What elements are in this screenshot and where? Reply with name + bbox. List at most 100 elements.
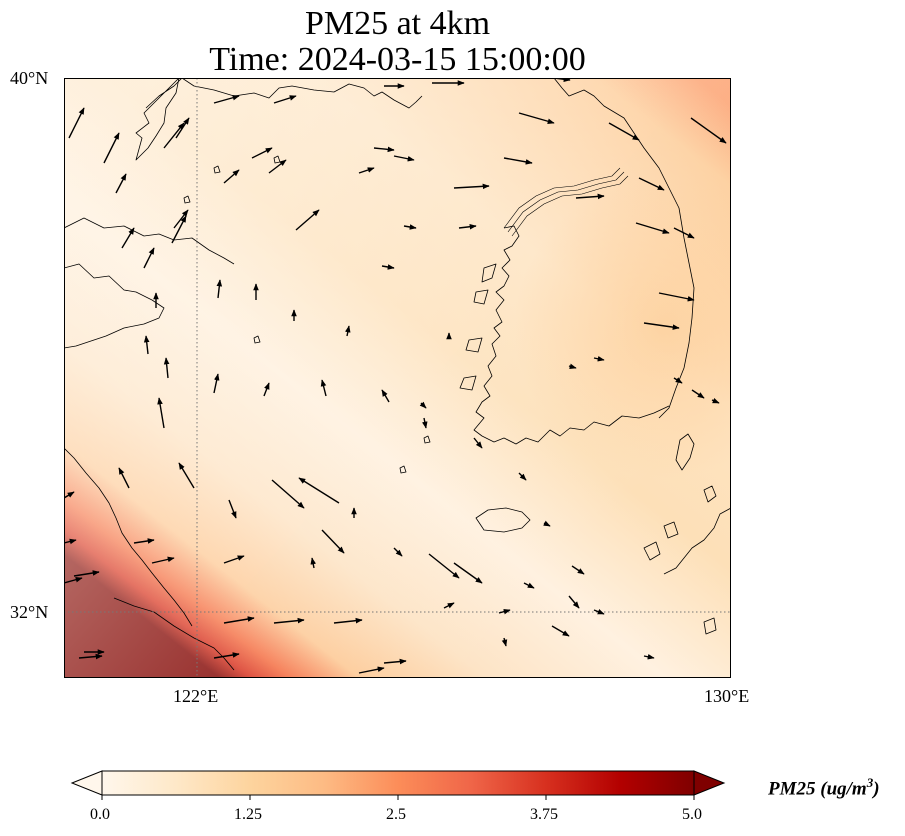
wind-vector-arrow	[223, 616, 255, 624]
wind-vector-arrow	[658, 292, 695, 302]
wind-vector-arrow	[571, 565, 585, 575]
wind-vector-arrow	[543, 520, 551, 527]
wind-vector-arrow	[273, 617, 305, 624]
wind-vector-arrow	[273, 95, 297, 104]
wind-vector-arrow	[298, 477, 340, 504]
map-title-line1: PM25 at 4km	[304, 5, 491, 42]
wind-vector-arrow	[263, 382, 270, 397]
wind-vector-arrow	[163, 122, 185, 149]
wind-vector-arrow	[643, 322, 680, 330]
wind-vector-arrow	[223, 555, 245, 564]
wind-vector-arrow	[121, 227, 135, 249]
wind-vector-arrow	[568, 363, 577, 369]
wind-vector-arrow	[498, 608, 511, 615]
wind-vector-arrow	[78, 653, 103, 660]
wind-vector-arrow	[393, 155, 415, 162]
wind-vector-arrow	[635, 222, 670, 234]
wind-vector-arrow	[320, 379, 327, 397]
map-frame	[64, 78, 731, 678]
lat-tick-32n: 32°N	[10, 602, 49, 622]
colorbar-max-extend	[693, 770, 726, 796]
lat-tick-40n: 40°N	[10, 68, 49, 88]
wind-vector-arrow	[157, 397, 165, 429]
wind-vector-arrow	[393, 547, 403, 557]
wind-vector-arrow	[453, 562, 483, 584]
colorbar-label-text: PM25 (ug/m	[768, 778, 867, 800]
wind-vector-arrow	[443, 602, 455, 609]
wind-vector-arrow	[268, 159, 287, 174]
wind-vector-arrow	[673, 377, 683, 384]
wind-vector-arrow	[711, 397, 720, 404]
wind-vector-arrow	[518, 472, 527, 481]
wind-vector-arrow	[175, 117, 190, 139]
colorbar-label: PM25 (ug/m3)	[768, 775, 880, 800]
wind-vector-arrow	[373, 146, 395, 153]
wind-vector-arrow	[593, 356, 605, 362]
wind-vector-arrow	[310, 557, 316, 569]
wind-vector-arrow	[345, 325, 351, 337]
wind-vector-arrow	[673, 227, 695, 239]
wind-vector-arrow	[422, 417, 428, 429]
wind-vector-arrow	[213, 373, 220, 394]
wind-vector-arrow	[608, 122, 640, 141]
wind-vector-arrow	[103, 132, 120, 164]
wind-vector-arrow	[271, 479, 305, 509]
wind-vector-arrow	[358, 167, 375, 174]
wind-vector-arrow	[216, 279, 223, 299]
colorbar-tick-2: 2.5	[386, 806, 406, 823]
gridlines	[64, 78, 731, 678]
wind-vector-arrow	[133, 538, 155, 544]
wind-vector-arrow	[178, 462, 195, 489]
wind-vector-arrow	[501, 637, 508, 647]
wind-vector-arrow	[64, 576, 83, 584]
colorbar-tick-4: 5.0	[682, 806, 702, 823]
wind-vector-arrow	[403, 224, 417, 230]
wind-vector-arrow	[503, 157, 533, 165]
wind-vector-arrow	[228, 499, 237, 519]
colorbar-tick-3: 3.75	[530, 806, 558, 823]
wind-vector-arrow	[643, 654, 655, 660]
wind-vector-arrow	[163, 357, 170, 379]
lon-tick-130e: 130°E	[704, 686, 750, 706]
wind-vector-arrow	[691, 389, 705, 399]
wind-vector-arrow	[383, 658, 407, 665]
wind-vector-arrow	[638, 177, 665, 191]
wind-vector-arrow	[118, 467, 130, 489]
wind-vector-arrow	[551, 625, 570, 637]
wind-vector-arrow	[143, 247, 155, 269]
wind-vector-arrow	[568, 595, 580, 609]
colorbar-label-end: )	[873, 778, 880, 800]
map-title-line2: Time: 2024-03-15 15:00:00	[209, 41, 586, 78]
wind-vector-arrow	[575, 193, 605, 200]
wind-vector-arrow	[115, 173, 127, 194]
coastlines	[64, 78, 731, 671]
wind-vector-arrow	[381, 264, 395, 270]
lon-tick-122e: 122°E	[173, 686, 219, 706]
wind-vector-arrow	[593, 609, 605, 615]
wind-vector-arrow	[295, 209, 320, 231]
wind-vector-arrow	[213, 652, 240, 659]
wind-vector-arrow	[73, 570, 100, 577]
wind-vectors	[64, 78, 727, 674]
colorbar-min-extend	[70, 770, 103, 796]
wind-vector-arrow	[333, 617, 363, 624]
wind-vector-arrow	[213, 95, 240, 104]
border-lines	[503, 167, 629, 237]
colorbar-tick-1: 1.25	[234, 806, 262, 823]
wind-vector-arrow	[523, 582, 535, 589]
wind-vector-arrow	[143, 335, 150, 355]
wind-vector-arrow	[321, 529, 345, 554]
colorbar-gradient	[101, 770, 695, 796]
wind-vector-arrow	[64, 538, 77, 545]
wind-vector-arrow	[68, 107, 85, 139]
wind-vector-arrow	[251, 147, 273, 159]
colorbar	[70, 770, 726, 800]
wind-vector-arrow	[381, 389, 390, 403]
wind-vector-arrow	[358, 666, 385, 674]
wind-vector-arrow	[223, 169, 240, 184]
wind-vector-arrow	[151, 556, 175, 564]
wind-vector-arrow	[473, 437, 483, 449]
wind-vector-arrow	[428, 553, 460, 579]
wind-vector-arrow	[64, 491, 75, 499]
colorbar-label-sup: 3	[866, 775, 874, 790]
